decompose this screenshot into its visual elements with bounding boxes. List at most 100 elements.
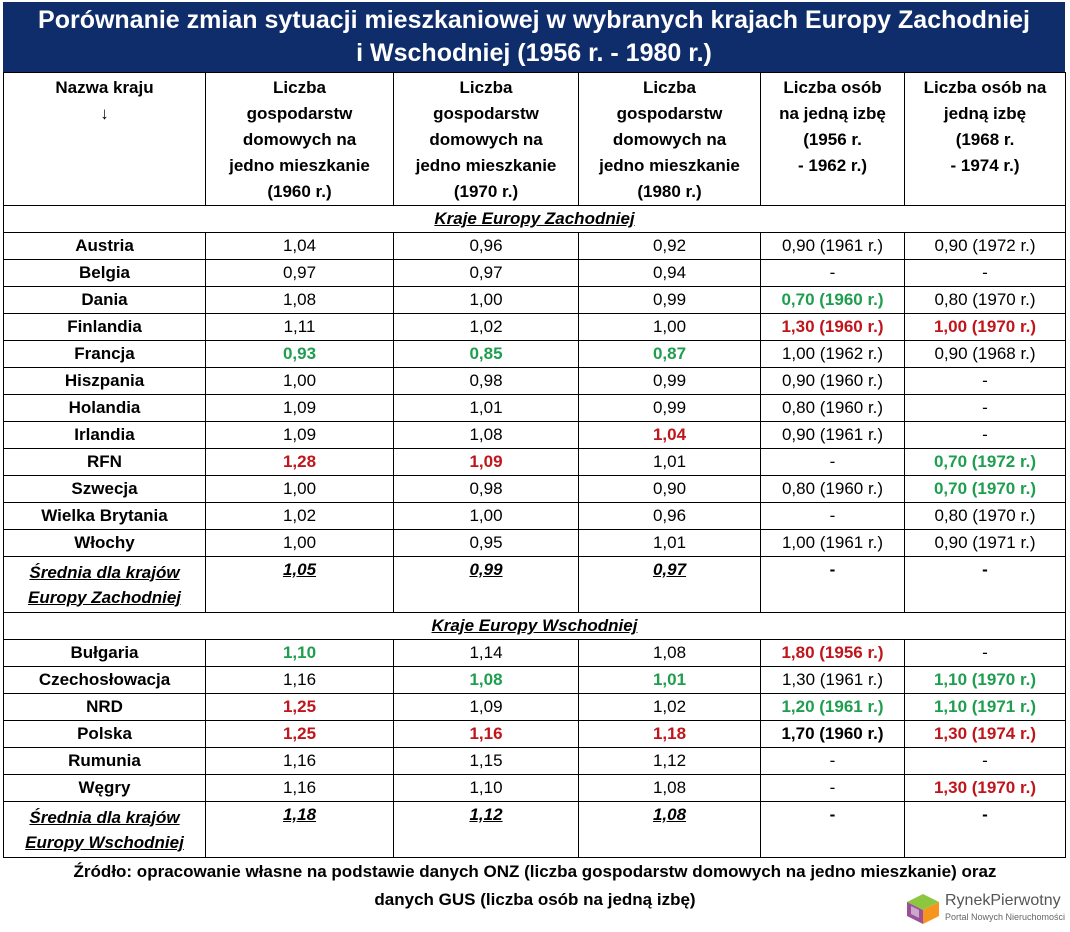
header-row: Nazwa kraju ↓ Liczba gospodarstw domowych na…	[3, 72, 1066, 206]
value-cell: 1,00	[393, 286, 579, 314]
column-header-line: - 1974 r.)	[950, 156, 1020, 175]
value-cell: 0,99	[578, 394, 761, 422]
column-header-line: jedną izbę	[943, 104, 1027, 123]
value-cell: 0,90 (1961 r.)	[760, 421, 905, 449]
value-cell: 1,02	[578, 693, 761, 721]
column-header-line: Liczba osób	[783, 78, 882, 97]
value-cell: 0,90 (1968 r.)	[904, 340, 1066, 368]
value-cell: 0,90 (1960 r.)	[760, 367, 905, 395]
column-header-line: gospodarstw	[616, 104, 723, 123]
average-label-line: Europy Wschodniej	[25, 832, 184, 852]
value-cell: 1,08	[578, 774, 761, 802]
value-cell: 1,09	[205, 394, 394, 422]
table-row: Czechosłowacja 1,16 1,08 1,01 1,30 (1961 r.)…	[3, 666, 1066, 694]
column-header-line: gospodarstw	[246, 104, 353, 123]
country-name: Czechosłowacja	[3, 666, 206, 694]
value-cell: 1,08	[578, 639, 761, 667]
page-title: Porównanie zmian sytuacji mieszkaniowej …	[3, 2, 1065, 72]
value-cell: 0,92	[578, 232, 761, 260]
column-header-3: Liczba gospodarstw domowych na jedno mieszk…	[578, 72, 761, 206]
column-header-line: jedno mieszkanie	[415, 156, 557, 175]
value-cell: 0,70 (1960 r.)	[760, 286, 905, 314]
column-header-line: Liczba	[459, 78, 513, 97]
column-header-line: domowych na	[242, 130, 357, 149]
value-cell: 0,94	[578, 259, 761, 287]
value-cell: 0,98	[393, 367, 579, 395]
value-cell: 0,99	[578, 367, 761, 395]
value-cell: -	[760, 774, 905, 802]
value-cell: 0,90 (1961 r.)	[760, 232, 905, 260]
average-value: -	[760, 801, 905, 858]
table-row: Rumunia 1,16 1,15 1,12- -	[3, 747, 1066, 775]
value-cell: 1,04	[578, 421, 761, 449]
table-row: Francja 0,93 0,85 0,87 1,00 (1962 r.) 0,90 (1…	[3, 340, 1066, 368]
column-header-line: domowych na	[612, 130, 727, 149]
column-header-line: gospodarstw	[433, 104, 539, 123]
average-row: Średnia dla krajów Europy Zachodniej 1,05 0…	[3, 556, 1066, 613]
column-header-line: Liczba	[273, 78, 326, 97]
average-value: -	[904, 801, 1066, 858]
value-cell: 1,30 (1970 r.)	[904, 774, 1066, 802]
country-name: Austria	[3, 232, 206, 260]
column-header-line: Liczba osób na	[923, 78, 1047, 97]
country-name: Belgia	[3, 259, 206, 287]
value-cell: -	[904, 367, 1066, 395]
value-cell: 1,02	[393, 313, 579, 341]
table-row: Bułgaria 1,10 1,14 1,08 1,80 (1956 r.) -	[3, 639, 1066, 667]
value-cell: 0,99	[578, 286, 761, 314]
country-name: Wielka Brytania	[3, 502, 206, 530]
table-row: Dania 1,08 1,00 0,99 0,70 (1960 r.) 0,80 (197…	[3, 286, 1066, 314]
country-name: Francja	[3, 340, 206, 368]
value-cell: 1,70 (1960 r.)	[760, 720, 905, 748]
country-name: Rumunia	[3, 747, 206, 775]
value-cell: 1,25	[205, 693, 394, 721]
value-cell: 0,93	[205, 340, 394, 368]
average-label: Średnia dla krajów Europy Zachodniej	[3, 556, 206, 613]
value-cell: 1,20 (1961 r.)	[760, 693, 905, 721]
column-header-4: Liczba osób na jedną izbę (1956 r. - 1962 r…	[760, 72, 905, 206]
value-cell: 1,01	[393, 394, 579, 422]
source-line-2: danych GUS (liczba osób na jedną izbę)	[374, 890, 696, 909]
country-name: Dania	[3, 286, 206, 314]
average-label: Średnia dla krajów Europy Wschodniej	[3, 801, 206, 858]
average-value: 0,97	[578, 556, 761, 613]
table-row: Austria 1,04 0,96 0,92 0,90 (1961 r.) 0,90 (1…	[3, 232, 1066, 260]
title-line-2: i Wschodniej (1956 r. - 1980 r.)	[356, 39, 712, 67]
table-row: Szwecja 1,00 0,98 0,90 0,80 (1960 r.) 0,70 (1…	[3, 475, 1066, 503]
table-row: Węgry 1,16 1,10 1,08-1,30 (1970 r.)	[3, 774, 1066, 802]
value-cell: 1,08	[205, 286, 394, 314]
logo: RynekPierwotny Portal Nowych Nieruchomoś…	[905, 888, 1067, 930]
value-cell: 0,90 (1972 r.)	[904, 232, 1066, 260]
column-header-5: Liczba osób na jedną izbę (1968 r. - 1974 r…	[904, 72, 1066, 206]
value-cell: 1,01	[578, 448, 761, 476]
country-name: Hiszpania	[3, 367, 206, 395]
value-cell: 1,00 (1961 r.)	[760, 529, 905, 557]
value-cell: 1,02	[205, 502, 394, 530]
column-header-2: Liczba gospodarstw domowych na jedno mieszk…	[393, 72, 579, 206]
column-header-line: Liczba	[643, 78, 696, 97]
table-body: Kraje Europy Zachodniej Austria 1,04 0,96 0,…	[3, 205, 1066, 858]
value-cell: 1,16	[205, 666, 394, 694]
country-name: Bułgaria	[3, 639, 206, 667]
column-header-line: (1968 r.	[955, 130, 1015, 149]
value-cell: -	[904, 639, 1066, 667]
column-header-line: (1980 r.)	[637, 182, 702, 201]
average-row: Średnia dla krajów Europy Wschodniej 1,18 1…	[3, 801, 1066, 858]
logo-tagline: Portal Nowych Nieruchomości	[945, 912, 1066, 922]
average-value: 1,12	[393, 801, 579, 858]
value-cell: 1,00 (1962 r.)	[760, 340, 905, 368]
average-value: 1,05	[205, 556, 394, 613]
value-cell: 1,16	[205, 774, 394, 802]
column-header-line: Nazwa kraju	[55, 78, 154, 97]
column-header-line: (1970 r.)	[453, 182, 519, 201]
table-row: Finlandia 1,11 1,02 1,00 1,30 (1960 r.) 1,00 …	[3, 313, 1066, 341]
average-label-line: Średnia dla krajów	[29, 807, 180, 827]
country-name: Holandia	[3, 394, 206, 422]
value-cell: 1,00	[205, 475, 394, 503]
value-cell: -	[904, 394, 1066, 422]
value-cell: 1,12	[578, 747, 761, 775]
table-row: Holandia 1,09 1,01 0,99 0,80 (1960 r.) -	[3, 394, 1066, 422]
table-row: NRD 1,25 1,09 1,02 1,20 (1961 r.) 1,10 (1971 …	[3, 693, 1066, 721]
country-name: Irlandia	[3, 421, 206, 449]
comparison-table: Nazwa kraju ↓ Liczba gospodarstw domowych na…	[3, 72, 1066, 858]
